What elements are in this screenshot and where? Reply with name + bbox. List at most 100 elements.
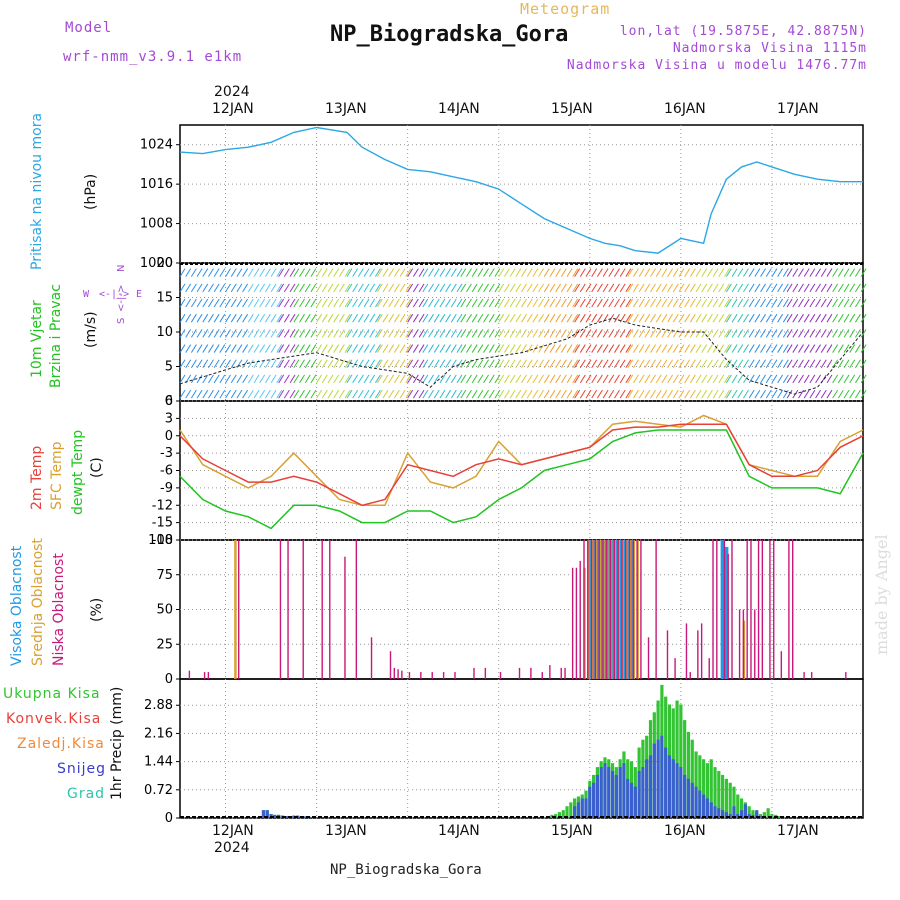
wind-barb: [771, 359, 778, 369]
wind-barb: [270, 298, 277, 308]
wind-barb: [488, 344, 495, 353]
wind-barb: [202, 344, 209, 353]
wind-barb: [782, 359, 789, 369]
wind-barb: [619, 298, 626, 308]
precip-total-bar: [292, 815, 296, 818]
wind-barb: [494, 359, 501, 369]
wind-barb: [376, 298, 383, 308]
cloud-mid-bar: [234, 540, 237, 679]
wind-barb: [826, 344, 833, 353]
wind-barb: [488, 283, 495, 293]
wind-barb: [849, 268, 856, 277]
wind-barb: [672, 329, 679, 338]
wind-barb: [428, 268, 434, 277]
wind-barb: [538, 359, 544, 369]
wind-barb: [483, 359, 489, 369]
wind-barb: [230, 374, 237, 384]
wind-barb: [786, 329, 793, 338]
wind-barb: [566, 359, 573, 369]
wind-barb: [638, 344, 645, 353]
wind-barb: [591, 389, 598, 399]
wind-barb: [608, 283, 615, 293]
wind-barb: [820, 389, 827, 399]
wind-barb: [333, 374, 340, 384]
wind-barb: [748, 329, 755, 338]
wind-barb: [483, 374, 489, 384]
wind-barb: [382, 298, 389, 308]
wind-barb: [602, 359, 609, 369]
wind-barb: [701, 374, 708, 384]
bottom-date-label: 14JAN: [438, 823, 480, 839]
precip-total-bar: [576, 796, 581, 818]
wind-barb: [792, 268, 799, 277]
cloud-low-bar: [401, 670, 403, 679]
wind-barb: [278, 268, 285, 277]
cloud-mid-bar: [590, 540, 594, 679]
wind-barb: [614, 389, 620, 399]
wind-barb: [782, 344, 789, 353]
wind-barb: [494, 374, 501, 384]
wind-barb: [572, 359, 579, 369]
precip-total-bar: [603, 757, 607, 818]
wind-barb: [369, 313, 376, 323]
wind-barb: [837, 283, 844, 293]
cloud-low-bar: [613, 540, 616, 679]
wind-barb: [532, 344, 539, 353]
wind-barb: [428, 389, 434, 399]
precip-snow-bar: [660, 735, 664, 818]
wind-barb: [321, 359, 328, 369]
wind-barb: [388, 359, 395, 369]
wind-barb: [689, 374, 696, 384]
precip-total-bar: [607, 759, 611, 818]
wind-barb: [477, 374, 484, 384]
precip-total-bar: [296, 815, 300, 818]
wind-barb: [596, 329, 603, 338]
wind-barb: [591, 313, 598, 323]
wind-barb: [242, 313, 249, 323]
precip-snow-bar: [709, 802, 713, 818]
wind-barb: [213, 359, 220, 369]
pressure-title-label: Pritisak na nivou mora: [29, 112, 45, 270]
wind-barb: [445, 344, 452, 353]
wind-barb: [777, 298, 784, 308]
wind-barb: [777, 283, 784, 293]
wind-barb: [854, 389, 861, 399]
wind-barb: [283, 374, 290, 384]
cloud-low-bar: [583, 540, 585, 679]
wind-barb: [190, 389, 197, 399]
sfc-temp-label: SFC Temp: [49, 441, 65, 510]
wind-barb: [579, 329, 586, 338]
wind-barb: [374, 268, 381, 277]
wind-barb: [555, 329, 562, 338]
wind-barb: [433, 268, 440, 277]
wind-barb: [264, 374, 271, 384]
wind-barb: [504, 313, 510, 323]
wind-barb: [321, 298, 328, 308]
wind-barb: [304, 313, 311, 323]
bottom-date-label: 15JAN: [551, 823, 593, 839]
cloud-low-bar: [203, 672, 206, 679]
wind-barb: [242, 329, 249, 338]
wind-barb: [190, 329, 197, 338]
wind-barb: [684, 268, 691, 277]
wind-barb: [299, 374, 305, 384]
wind-barb: [253, 344, 260, 353]
wind-barb: [299, 313, 305, 323]
wind-barb: [585, 283, 592, 293]
wind-barb: [633, 283, 639, 293]
cloud-mid-bar: [636, 540, 639, 679]
wind-barb: [190, 283, 197, 293]
wind-barb: [843, 329, 850, 338]
precip-snow-bar: [588, 786, 592, 818]
cloud-low-bar: [370, 637, 373, 679]
wind-barb: [760, 359, 766, 369]
wind-barb: [695, 359, 702, 369]
wind-barb: [701, 329, 708, 338]
wind-barb: [327, 389, 334, 399]
wind-barb: [737, 268, 744, 277]
wind-barb: [321, 374, 328, 384]
wind-barb: [418, 389, 425, 399]
wind-barb: [538, 313, 544, 323]
wind-barb: [388, 313, 395, 323]
wind-barb: [299, 268, 305, 277]
